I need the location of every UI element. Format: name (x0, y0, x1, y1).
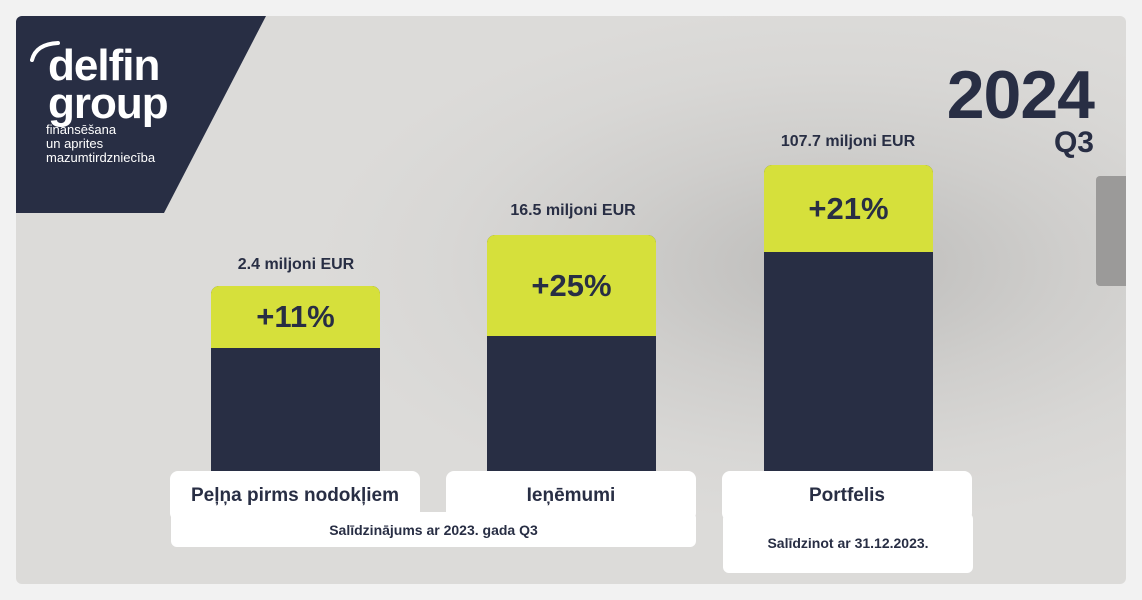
delfin-swoosh-icon (30, 41, 60, 62)
quarter-subtitle: Q3 (1053, 126, 1094, 159)
value-label-profit: 2.4 miljoni EUR (237, 256, 355, 273)
bar-revenue: +25% (487, 235, 656, 476)
growth-band-profit: +11% (211, 286, 380, 348)
comparison-note-year-end: Salīdzinot ar 31.12.2023. (723, 513, 973, 573)
tagline-line-1: finansēšana (46, 122, 117, 137)
logo-word-group: group (48, 79, 169, 128)
growth-label-portfolio: +21% (808, 190, 889, 226)
value-label-portfolio: 107.7 miljoni EUR (780, 133, 916, 150)
logo-panel: delfin group finansēšana un aprites mazu… (16, 16, 266, 213)
comparison-note-q3: Salīdzinājums ar 2023. gada Q3 (171, 512, 696, 547)
infographic-card: delfin group finansēšana un aprites mazu… (16, 16, 1126, 584)
bar-portfolio: +21% (764, 165, 933, 476)
tagline-line-3: mazumtirdzniecība (46, 150, 156, 165)
bar-profit: +11% (211, 286, 380, 476)
value-label-revenue: 16.5 miljoni EUR (510, 202, 636, 219)
growth-label-revenue: +25% (531, 267, 612, 303)
growth-band-portfolio: +21% (764, 165, 933, 252)
growth-label-profit: +11% (256, 299, 335, 334)
year-title: 2024 (946, 57, 1095, 133)
growth-band-revenue: +25% (487, 235, 656, 336)
category-label-portfolio: Portfelis (722, 471, 972, 521)
logo-word-delfin: delfin (48, 41, 160, 90)
tagline-line-2: un aprites (46, 136, 104, 151)
